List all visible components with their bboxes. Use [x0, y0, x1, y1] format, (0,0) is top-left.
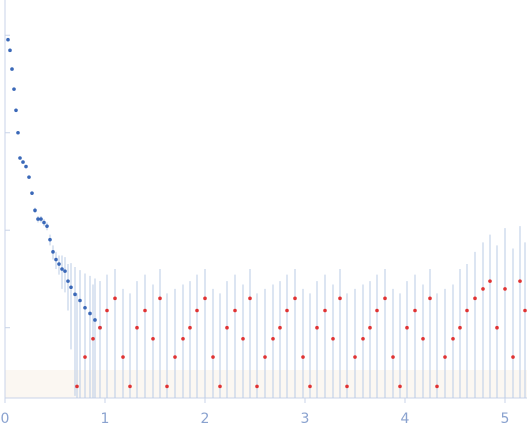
data-point	[361, 336, 365, 341]
data-point	[428, 296, 432, 301]
data-point	[435, 384, 439, 389]
data-point	[33, 208, 37, 213]
data-point	[523, 308, 527, 313]
data-point	[73, 292, 77, 297]
data-point	[21, 160, 25, 164]
data-point	[518, 279, 522, 283]
x-tick-label: 3	[301, 411, 310, 427]
data-point	[345, 384, 349, 389]
data-point	[42, 220, 46, 225]
data-point	[353, 355, 357, 359]
data-point	[285, 308, 289, 313]
data-point	[248, 296, 252, 301]
data-point	[113, 296, 117, 301]
data-point	[278, 325, 282, 330]
x-tick-label: 5	[501, 411, 510, 427]
data-point	[368, 325, 372, 330]
data-point	[12, 87, 16, 91]
data-point	[473, 296, 477, 301]
data-point	[91, 336, 95, 341]
data-point	[255, 384, 259, 389]
data-point	[6, 37, 10, 42]
data-point	[495, 325, 499, 330]
data-point	[57, 262, 61, 266]
data-point	[93, 318, 97, 322]
data-point	[405, 325, 409, 330]
data-point	[443, 355, 447, 359]
data-point	[233, 308, 237, 313]
data-point	[293, 296, 297, 301]
data-point	[331, 336, 335, 341]
plot-band	[5, 370, 527, 398]
data-point	[16, 130, 20, 135]
data-point	[54, 257, 58, 262]
data-point	[218, 384, 222, 389]
data-point	[391, 355, 395, 359]
data-point	[241, 336, 245, 341]
data-point	[128, 384, 132, 389]
data-point	[375, 308, 379, 313]
data-point	[338, 296, 342, 301]
data-point	[69, 285, 73, 290]
data-point	[165, 384, 169, 389]
data-point	[383, 296, 387, 301]
data-point	[60, 267, 64, 271]
data-point	[271, 336, 275, 341]
data-point	[421, 336, 425, 341]
x-tick-label: 4	[401, 411, 410, 427]
data-point	[308, 384, 312, 389]
data-point	[465, 308, 469, 313]
data-point	[143, 308, 147, 313]
data-point	[8, 48, 12, 53]
data-point	[481, 287, 485, 291]
data-point	[181, 336, 185, 341]
data-point	[66, 279, 70, 283]
data-point	[413, 308, 417, 313]
x-tick-label: 1	[101, 411, 110, 427]
data-point	[173, 355, 177, 359]
data-point	[24, 164, 28, 169]
data-point	[323, 308, 327, 313]
data-point	[315, 325, 319, 330]
data-point	[451, 336, 455, 341]
data-point	[511, 355, 515, 359]
data-point	[27, 175, 31, 179]
data-point	[39, 217, 43, 221]
x-tick-label: 2	[201, 411, 210, 427]
data-point	[51, 250, 55, 254]
data-point	[78, 298, 82, 303]
data-point	[488, 279, 492, 283]
data-point	[10, 67, 14, 71]
data-point	[14, 108, 18, 113]
data-point	[135, 325, 139, 330]
data-point	[83, 305, 87, 310]
data-point	[263, 355, 267, 359]
data-point	[48, 237, 52, 242]
data-point	[225, 325, 229, 330]
data-point	[88, 311, 92, 316]
data-point	[203, 296, 207, 301]
data-point	[45, 224, 49, 228]
data-point	[36, 217, 40, 221]
data-point	[188, 325, 192, 330]
data-point	[63, 269, 67, 273]
data-point	[83, 355, 87, 359]
x-tick-label: 0	[1, 411, 10, 427]
data-point	[75, 384, 79, 389]
data-point	[301, 355, 305, 359]
data-point	[158, 296, 162, 301]
data-point	[398, 384, 402, 389]
data-point	[503, 287, 507, 291]
data-point	[18, 156, 22, 160]
data-point	[98, 325, 102, 330]
data-point	[195, 308, 199, 313]
data-point	[211, 355, 215, 359]
data-point	[151, 336, 155, 341]
data-point	[30, 191, 34, 195]
data-point	[105, 308, 109, 313]
data-point	[458, 325, 462, 330]
data-point	[121, 355, 125, 359]
